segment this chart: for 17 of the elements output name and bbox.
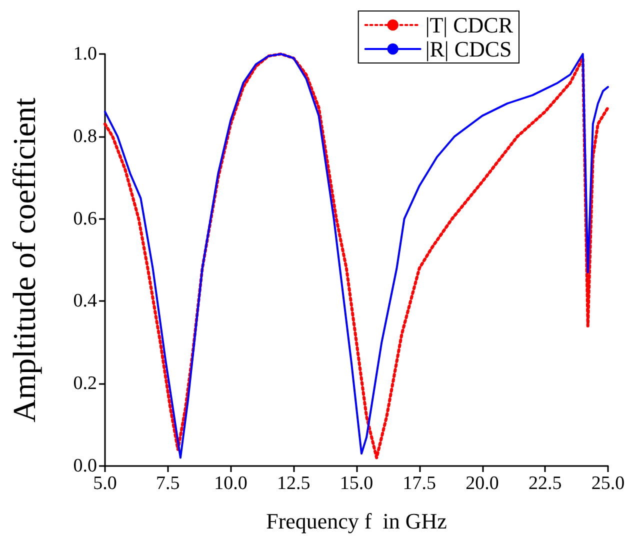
legend-label: |T| CDCR xyxy=(425,12,514,38)
y-tick-label: 0.8 xyxy=(73,126,97,147)
x-tick-label: 7.5 xyxy=(156,473,180,494)
x-tick-label: 10.0 xyxy=(214,473,248,494)
x-tick-label: 20.0 xyxy=(466,473,499,494)
x-tick-label: 15.0 xyxy=(340,473,374,494)
y-axis-title: Ampltitude of coefficient xyxy=(6,98,42,422)
x-tick-label: 12.5 xyxy=(277,473,310,494)
y-tick-label: 0.4 xyxy=(73,290,98,312)
x-axis-title: Frequency f in GHz xyxy=(266,508,448,534)
y-tick-label: 0.2 xyxy=(73,373,97,394)
y-tick-label: 0.6 xyxy=(73,208,97,230)
x-tick-label: 25.0 xyxy=(591,473,625,494)
x-tick-label: 17.5 xyxy=(402,473,436,494)
legend-label: |R| CDCS xyxy=(425,36,512,62)
x-tick-label: 22.5 xyxy=(528,473,562,494)
y-tick-label: 1.0 xyxy=(73,44,97,64)
